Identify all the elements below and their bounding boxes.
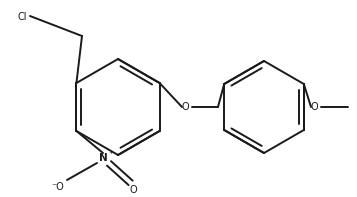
- Text: +: +: [109, 151, 114, 155]
- Text: O: O: [129, 185, 137, 195]
- Text: O: O: [310, 102, 318, 112]
- Text: Cl: Cl: [18, 12, 27, 22]
- Text: N: N: [99, 153, 107, 163]
- Text: ⁻O: ⁻O: [52, 182, 64, 192]
- Text: O: O: [181, 102, 189, 112]
